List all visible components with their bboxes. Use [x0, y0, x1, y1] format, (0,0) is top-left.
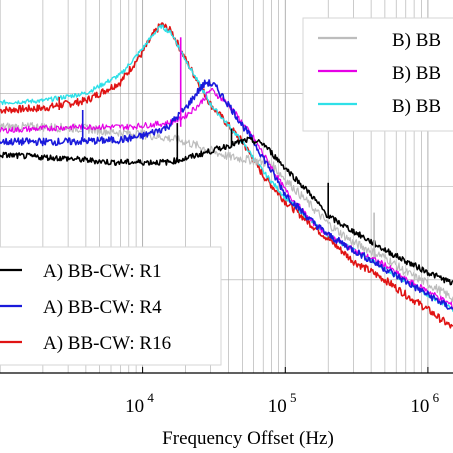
grid-lines [0, 0, 453, 373]
series-lines [0, 22, 453, 329]
legend-label: B) BB [392, 30, 441, 51]
x-axis-label: Frequency Offset (Hz) [162, 428, 334, 449]
x-tick-exponent: 6 [433, 390, 440, 405]
series-line-5 [0, 79, 453, 310]
legend-label: B) BB [392, 96, 441, 117]
x-tick-exponent: 5 [290, 390, 297, 405]
x-tick-label: 10 [125, 396, 144, 417]
legend-label: B) BB [392, 63, 441, 84]
legend-top-right: B) BB B) BB B) BB [302, 17, 453, 132]
x-tick-label: 10 [268, 396, 287, 417]
legend-label: A) BB-CW: R16 [43, 333, 171, 354]
series-line-1 [0, 22, 453, 329]
x-tick-exponent: 4 [147, 390, 154, 405]
legend-label: A) BB-CW: R4 [43, 297, 162, 318]
legend-label: A) BB-CW: R1 [43, 261, 162, 282]
legend-frame [0, 246, 222, 366]
x-tick-label: 10 [410, 396, 429, 417]
x-tick-labels: 10 4 10 5 10 6 [125, 367, 440, 417]
series-line-6 [0, 136, 453, 286]
legend-bottom-left: A) BB-CW: R1 A) BB-CW: R4 A) BB-CW: R16 [0, 246, 222, 366]
legend-frame [302, 17, 453, 132]
series-line-3 [0, 121, 453, 303]
